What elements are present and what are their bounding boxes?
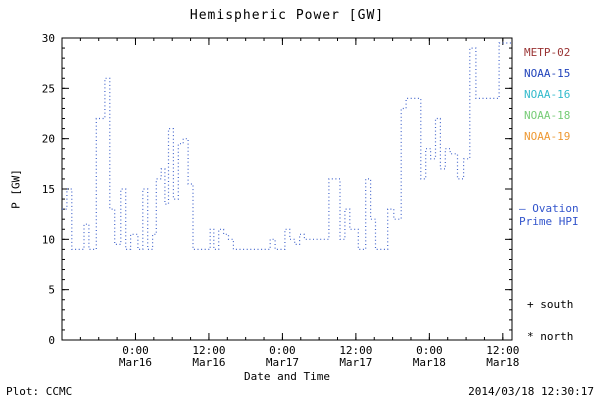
svg-text:25: 25 bbox=[42, 82, 55, 95]
chart-title: Hemispheric Power [GW] bbox=[189, 8, 385, 23]
svg-text:0:00: 0:00 bbox=[122, 344, 149, 357]
svg-text:Mar17: Mar17 bbox=[266, 356, 299, 369]
plot-timestamp: 2014/03/18 12:30:17 bbox=[468, 385, 594, 398]
svg-text:0: 0 bbox=[48, 334, 55, 347]
svg-text:12:00: 12:00 bbox=[486, 344, 519, 357]
legend-ovation-line2: Prime HPI bbox=[519, 215, 579, 228]
svg-text:20: 20 bbox=[42, 133, 55, 146]
x-axis-label: Date and Time bbox=[243, 370, 331, 383]
svg-text:30: 30 bbox=[42, 32, 55, 45]
svg-text:12:00: 12:00 bbox=[339, 344, 372, 357]
svg-text:Mar16: Mar16 bbox=[119, 356, 152, 369]
svg-text:10: 10 bbox=[42, 233, 55, 246]
svg-text:0:00: 0:00 bbox=[416, 344, 443, 357]
legend-ovation: — Ovation Prime HPI bbox=[519, 202, 579, 228]
svg-text:12:00: 12:00 bbox=[192, 344, 225, 357]
svg-text:Mar16: Mar16 bbox=[192, 356, 225, 369]
svg-text:0:00: 0:00 bbox=[269, 344, 296, 357]
legend-marker-north: * north bbox=[527, 330, 574, 343]
y-axis-label: P [GW] bbox=[9, 169, 23, 209]
svg-text:15: 15 bbox=[42, 183, 55, 196]
legend-item-noaa-19: NOAA-19 bbox=[524, 130, 571, 143]
legend-item-noaa-15: NOAA-15 bbox=[524, 67, 571, 80]
svg-text:Mar18: Mar18 bbox=[413, 356, 446, 369]
plot-source-label: Plot: CCMC bbox=[6, 385, 73, 398]
svg-text:5: 5 bbox=[48, 284, 55, 297]
legend-item-metp-02: METP-02 bbox=[524, 46, 571, 59]
legend-marker-south: + south bbox=[527, 298, 574, 311]
legend-item-noaa-18: NOAA-18 bbox=[524, 109, 571, 122]
svg-text:Mar17: Mar17 bbox=[339, 356, 372, 369]
legend-item-noaa-16: NOAA-16 bbox=[524, 88, 571, 101]
legend-ovation-line1: — Ovation bbox=[519, 202, 579, 215]
svg-text:Mar18: Mar18 bbox=[486, 356, 519, 369]
